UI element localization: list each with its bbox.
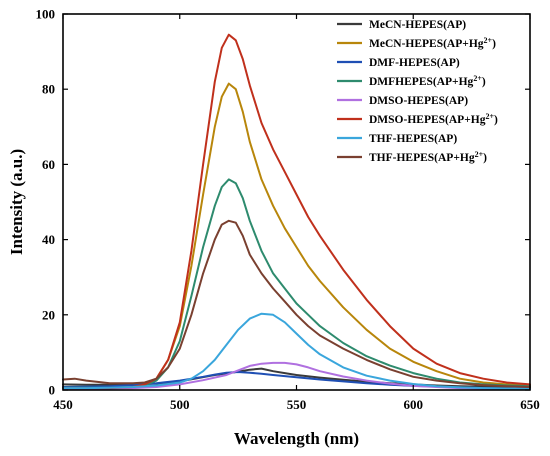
- x-tick-label: 550: [287, 397, 307, 412]
- series-line-2: [62, 82, 531, 390]
- legend-label-4: DMFHEPES(AP+Hg2+): [369, 74, 486, 89]
- series-line-8: [62, 219, 531, 388]
- x-tick-label: 500: [170, 397, 190, 412]
- x-axis-title: Wavelength (nm): [234, 429, 359, 448]
- y-tick-label: 80: [42, 82, 55, 97]
- legend-label-8: THF-HEPES(AP+Hg2+): [369, 150, 487, 165]
- x-tick-label: 450: [53, 397, 73, 412]
- legend: MeCN-HEPES(AP) MeCN-HEPES(AP+Hg2+) DMF-HEP…: [337, 19, 498, 164]
- y-tick-label: 20: [42, 307, 55, 322]
- y-tick-label: 40: [42, 232, 55, 247]
- legend-label-5: DMSO-HEPES(AP): [369, 95, 468, 107]
- legend-label-7: THF-HEPES(AP): [369, 133, 457, 145]
- series-line-4: [62, 178, 531, 389]
- x-tick-label: 600: [404, 397, 424, 412]
- y-tick-label: 60: [42, 157, 55, 172]
- ticks-layer: 450 500 550 600 650 0 20 40 60 80 100: [36, 7, 540, 413]
- y-tick-label: 100: [36, 7, 56, 22]
- series-line-6: [62, 33, 531, 390]
- x-tick-label: 650: [520, 397, 540, 412]
- legend-label-3: DMF-HEPES(AP): [369, 57, 460, 69]
- legend-label-1: MeCN-HEPES(AP): [369, 19, 466, 31]
- y-axis-title: Intensity (a.u.): [7, 149, 26, 255]
- legend-label-2: MeCN-HEPES(AP+Hg2+): [369, 36, 496, 51]
- y-tick-label: 0: [49, 383, 56, 398]
- legend-label-6: DMSO-HEPES(AP+Hg2+): [369, 112, 498, 127]
- series-line-7: [62, 312, 531, 390]
- series-layer: [62, 33, 531, 390]
